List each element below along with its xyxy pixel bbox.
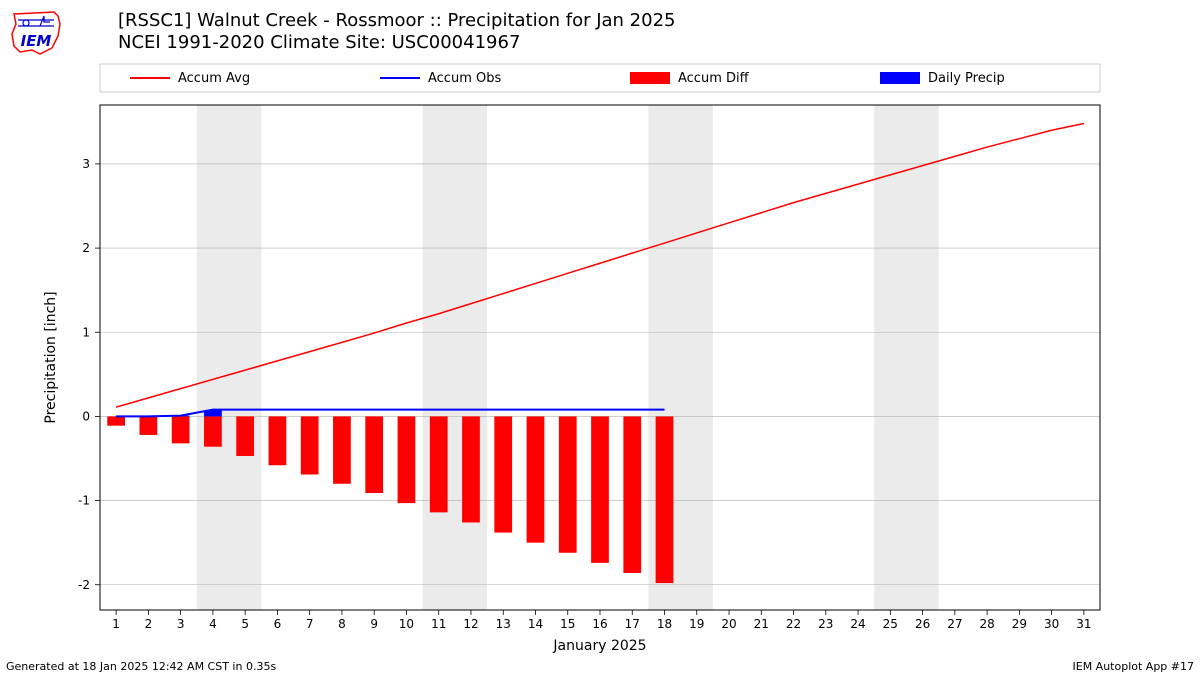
bars <box>107 411 673 584</box>
x-tick-label: 28 <box>979 617 994 631</box>
legend-swatch <box>880 72 920 84</box>
y-tick-label: 2 <box>82 241 90 255</box>
x-tick-label: 26 <box>915 617 930 631</box>
x-tick-label: 18 <box>657 617 672 631</box>
logo-text: IEM <box>21 32 52 50</box>
iem-logo: IEM <box>12 12 60 54</box>
legend-label: Daily Precip <box>928 71 1005 86</box>
footer-left: Generated at 18 Jan 2025 12:42 AM CST in… <box>6 660 276 673</box>
y-tick-label: -1 <box>78 494 90 508</box>
legend-label: Accum Diff <box>678 71 750 86</box>
y-tick-label: 3 <box>82 157 90 171</box>
y-tick-label: 0 <box>82 409 90 423</box>
bar <box>301 416 319 474</box>
bar <box>107 416 125 425</box>
legend-label: Accum Avg <box>178 71 250 86</box>
bar <box>204 416 222 446</box>
bar <box>269 416 287 465</box>
x-tick-label: 22 <box>786 617 801 631</box>
y-axis-label: Precipitation [inch] <box>43 291 59 423</box>
bar <box>623 416 641 573</box>
bar <box>333 416 351 483</box>
x-tick-label: 15 <box>560 617 575 631</box>
legend-swatch <box>630 72 670 84</box>
bar <box>462 416 480 522</box>
x-axis-label: January 2025 <box>552 638 646 654</box>
x-tick-label: 3 <box>177 617 185 631</box>
bar <box>656 416 674 583</box>
bar <box>494 416 512 532</box>
x-tick-label: 24 <box>850 617 865 631</box>
bar <box>430 416 448 512</box>
bar <box>527 416 545 542</box>
x-tick-label: 16 <box>592 617 607 631</box>
bar <box>559 416 577 552</box>
chart-title-line2: NCEI 1991-2020 Climate Site: USC00041967 <box>118 32 520 53</box>
legend-label: Accum Obs <box>428 71 501 86</box>
x-tick-label: 2 <box>145 617 153 631</box>
x-tick-label: 31 <box>1076 617 1091 631</box>
x-tick-label: 12 <box>463 617 478 631</box>
bar <box>398 416 416 503</box>
chart-title-line1: [RSSC1] Walnut Creek - Rossmoor :: Preci… <box>118 10 675 31</box>
x-tick-label: 19 <box>689 617 704 631</box>
y-tick-label: -2 <box>78 578 90 592</box>
x-tick-label: 21 <box>754 617 769 631</box>
bar <box>236 416 254 456</box>
footer-right: IEM Autoplot App #17 <box>1073 660 1195 673</box>
x-tick-label: 10 <box>399 617 414 631</box>
x-tick-label: 5 <box>241 617 249 631</box>
bar <box>591 416 609 562</box>
x-tick-label: 27 <box>947 617 962 631</box>
bar <box>140 416 158 435</box>
x-tick-label: 11 <box>431 617 446 631</box>
bar <box>365 416 383 493</box>
x-tick-label: 20 <box>721 617 736 631</box>
x-tick-label: 25 <box>883 617 898 631</box>
x-tick-label: 17 <box>625 617 640 631</box>
x-tick-label: 30 <box>1044 617 1059 631</box>
x-tick-label: 1 <box>112 617 120 631</box>
x-tick-label: 14 <box>528 617 543 631</box>
x-tick-label: 6 <box>274 617 282 631</box>
x-tick-label: 4 <box>209 617 217 631</box>
chart-root: IEM [RSSC1] Walnut Creek - Rossmoor :: Pr… <box>0 0 1200 675</box>
x-tick-label: 23 <box>818 617 833 631</box>
x-tick-label: 13 <box>496 617 511 631</box>
y-tick-label: 1 <box>82 325 90 339</box>
x-tick-label: 8 <box>338 617 346 631</box>
x-tick-label: 7 <box>306 617 314 631</box>
x-tick-label: 29 <box>1012 617 1027 631</box>
bar <box>172 416 190 443</box>
x-tick-label: 9 <box>370 617 378 631</box>
